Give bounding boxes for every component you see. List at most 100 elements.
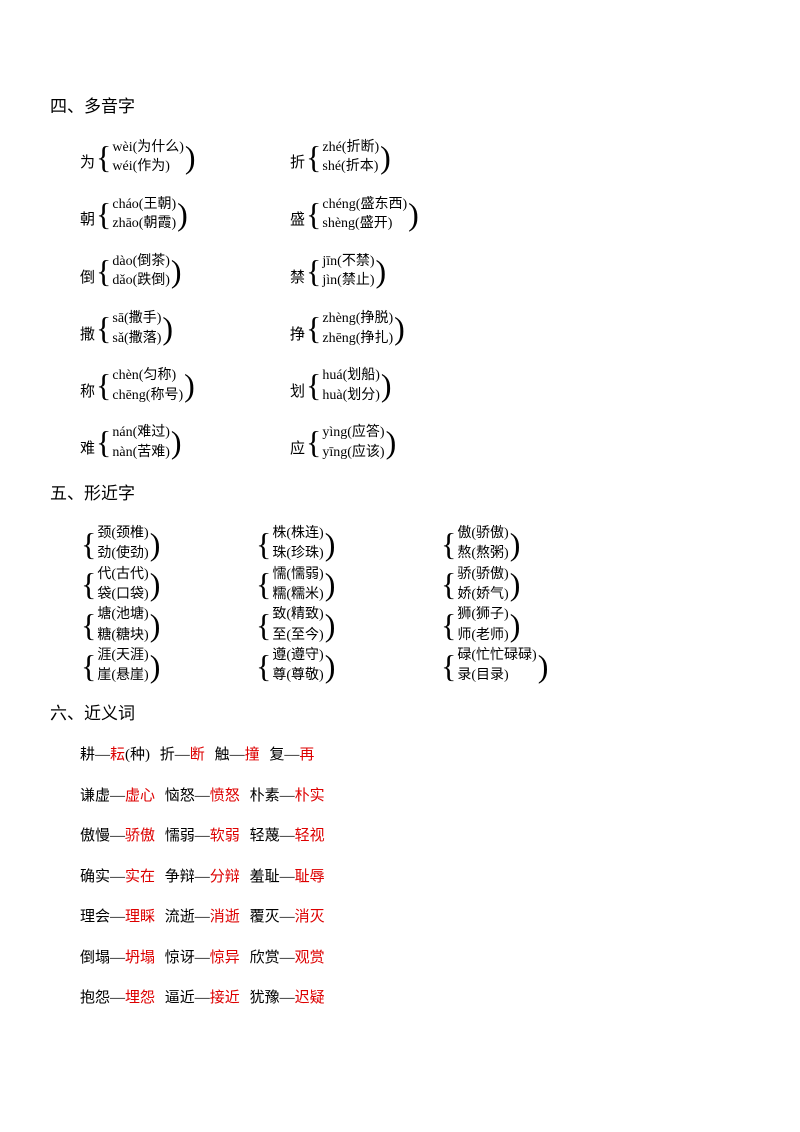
brace-left-icon: { (96, 315, 111, 342)
polyphone-row: 撒{sā(撒手)sǎ(撒落))挣{zhèng(挣脱)zhēng(挣扎)) (80, 309, 750, 348)
polyphone-readings: sā(撒手)sǎ(撒落) (112, 309, 161, 348)
synonym-left: 覆灭— (246, 909, 295, 925)
shape-row: {颈(颈椎)劲(使劲)){株(株连)珠(珍珠)){傲(骄傲)熬(熬粥)) (80, 524, 750, 565)
synonym-right: 坍塌 (125, 950, 155, 966)
synonym-pair: 羞耻—耻辱 (246, 869, 325, 885)
polyphone-readings: huá(划船)huà(划分) (322, 366, 380, 405)
synonym-left: 触— (211, 747, 245, 763)
synonym-left: 羞耻— (246, 869, 295, 885)
shape-pair: 狮(狮子)师(老师) (457, 605, 508, 646)
shape-item: {骄(骄傲)娇(娇气)) (440, 565, 620, 606)
shape-pair: 傲(骄傲)熬(熬粥) (457, 524, 508, 565)
synonym-left: 恼怒— (161, 788, 210, 804)
reading-b: sǎ(撒落) (112, 329, 161, 349)
brace-left-icon: { (96, 201, 111, 228)
brace-right-icon: ) (162, 315, 173, 342)
brace-left-icon: { (96, 372, 111, 399)
reading-b: wéi(作为) (112, 157, 184, 177)
shape-b: 至(至今) (272, 626, 323, 646)
polyphone-readings: zhé(折断)shé(折本) (322, 138, 379, 177)
shape-a: 塘(池塘) (97, 605, 148, 625)
reading-b: shèng(盛开) (322, 214, 407, 234)
shape-a: 骄(骄傲) (457, 565, 508, 585)
brace-left-icon: { (256, 612, 271, 639)
synonym-pair: 谦虚—虚心 (80, 788, 155, 804)
polyphone-readings: chèn(匀称)chēng(称号) (112, 366, 183, 405)
shape-b: 尊(尊敬) (272, 666, 323, 686)
synonym-right: 观赏 (295, 950, 325, 966)
polyphone-char: 朝 (80, 209, 95, 232)
polyphone-char: 折 (290, 152, 305, 175)
shape-a: 狮(狮子) (457, 605, 508, 625)
synonym-right: 耻辱 (295, 869, 325, 885)
brace-left-icon: { (96, 258, 111, 285)
synonym-pair: 触—撞 (211, 747, 260, 763)
shape-item: {颈(颈椎)劲(使劲)) (80, 524, 255, 565)
synonym-right: 消逝 (210, 909, 240, 925)
synonym-left: 懦弱— (161, 828, 210, 844)
synonym-left: 惊讶— (161, 950, 210, 966)
synonym-right: 朴实 (295, 788, 325, 804)
synonym-right: 撞 (245, 747, 260, 763)
reading-b: huà(划分) (322, 386, 380, 406)
synonym-left: 抱怨— (80, 990, 125, 1006)
synonym-left: 犹豫— (246, 990, 295, 1006)
shape-pair: 株(株连)珠(珍珠) (272, 524, 323, 565)
synonym-left: 轻蔑— (246, 828, 295, 844)
shape-b: 师(老师) (457, 626, 508, 646)
reading-b: zhēng(挣扎) (322, 329, 393, 349)
synonym-pair: 恼怒—愤怒 (161, 788, 240, 804)
polyphone-readings: zhèng(挣脱)zhēng(挣扎) (322, 309, 393, 348)
synonym-pair: 覆灭—消灭 (246, 909, 325, 925)
reading-a: cháo(王朝) (112, 195, 176, 215)
brace-left-icon: { (306, 258, 321, 285)
synonym-right: 虚心 (125, 788, 155, 804)
brace-right-icon: ) (325, 612, 336, 639)
brace-right-icon: ) (538, 653, 549, 680)
reading-b: nàn(苦难) (112, 443, 170, 463)
synonym-pair: 耕—耘(种) (80, 747, 150, 763)
reading-a: nán(难过) (112, 423, 170, 443)
polyphone-char: 禁 (290, 267, 305, 290)
synonym-left: 朴素— (246, 788, 295, 804)
synonym-right: 迟疑 (295, 990, 325, 1006)
polyphone-row: 称{ chèn(匀称)chēng(称号))划{huá(划船)huà(划分)) (80, 366, 750, 405)
reading-a: jīn(不禁) (322, 252, 374, 272)
synonym-left: 折— (156, 747, 190, 763)
shape-pair: 颈(颈椎)劲(使劲) (97, 524, 148, 565)
brace-left-icon: { (256, 531, 271, 558)
synonym-right: 消灭 (295, 909, 325, 925)
brace-right-icon: ) (150, 653, 161, 680)
polyphone-readings: dào(倒茶)dǎo(跌倒) (112, 252, 170, 291)
polyphone-readings: cháo(王朝)zhāo(朝霞) (112, 195, 176, 234)
brace-left-icon: { (306, 429, 321, 456)
synonym-pair: 犹豫—迟疑 (246, 990, 325, 1006)
shape-a: 涯(天涯) (97, 646, 148, 666)
synonym-right: 愤怒 (210, 788, 240, 804)
polyphone-item: 盛{chéng(盛东西) shèng(盛开)) (290, 195, 500, 234)
synonym-right: 实在 (125, 869, 155, 885)
section-4-title: 四、多音字 (50, 94, 750, 120)
shape-a: 碌(忙忙碌碌) (457, 646, 536, 666)
brace-left-icon: { (306, 201, 321, 228)
polyphone-readings: nán(难过)nàn(苦难) (112, 423, 170, 462)
brace-right-icon: ) (381, 372, 392, 399)
brace-left-icon: { (441, 612, 456, 639)
brace-right-icon: ) (325, 571, 336, 598)
synonym-left: 复— (266, 747, 300, 763)
shape-b: 劲(使劲) (97, 544, 148, 564)
polyphone-row: 朝{cháo(王朝)zhāo(朝霞))盛{chéng(盛东西) shèng(盛开… (80, 195, 750, 234)
reading-a: zhé(折断) (322, 138, 379, 158)
shape-b: 录(目录) (457, 666, 536, 686)
shape-row: {涯(天涯)崖(悬崖)){遵(遵守)尊(尊敬)){碌(忙忙碌碌) 录(目录)) (80, 646, 750, 687)
shape-pair: 遵(遵守)尊(尊敬) (272, 646, 323, 687)
polyphone-readings: wèi(为什么) wéi(作为) (112, 138, 184, 177)
reading-b: dǎo(跌倒) (112, 271, 170, 291)
brace-left-icon: { (81, 531, 96, 558)
polyphone-grid: 为{wèi(为什么) wéi(作为))折{zhé(折断)shé(折本))朝{ch… (50, 138, 750, 463)
synonym-row: 倒塌—坍塌 惊讶—惊异 欣赏—观赏 (80, 947, 750, 970)
shape-b: 熬(熬粥) (457, 544, 508, 564)
reading-a: huá(划船) (322, 366, 380, 386)
synonym-right: 断 (190, 747, 205, 763)
shape-item: {懦(懦弱)糯(糯米)) (255, 565, 440, 606)
